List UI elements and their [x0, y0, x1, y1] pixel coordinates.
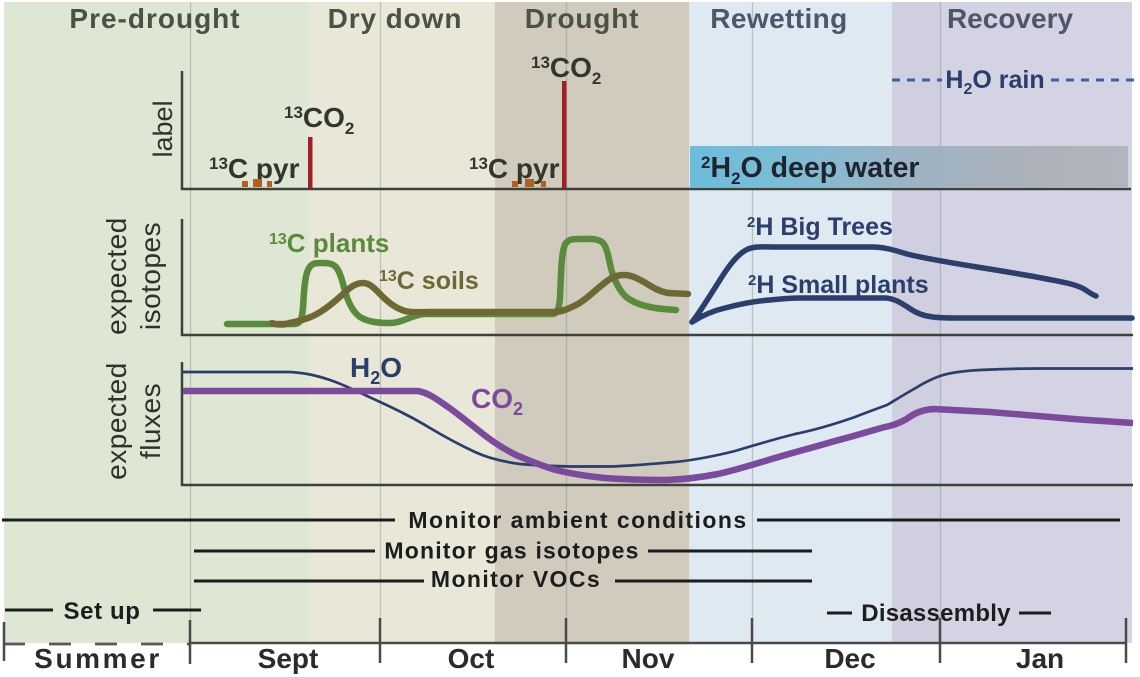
svg-text:Pre-drought: Pre-drought: [69, 3, 240, 34]
svg-text:2H Small plants: 2H Small plants: [748, 271, 929, 299]
svg-text:13CO2: 13CO2: [531, 52, 601, 88]
svg-text:Sept: Sept: [258, 643, 319, 674]
svg-text:13C pyr: 13C pyr: [469, 153, 560, 184]
svg-text:Dry down: Dry down: [328, 3, 463, 34]
svg-text:H2O rain: H2O rain: [945, 66, 1044, 98]
svg-text:Jan: Jan: [1016, 643, 1064, 674]
svg-text:label: label: [148, 100, 178, 157]
svg-text:Rewetting: Rewetting: [710, 3, 847, 34]
svg-text:13C pyr: 13C pyr: [209, 153, 300, 184]
svg-text:Summer: Summer: [34, 643, 162, 674]
svg-text:Monitor ambient conditions: Monitor ambient conditions: [408, 507, 747, 533]
svg-text:13C plants: 13C plants: [269, 228, 389, 258]
svg-text:Recovery: Recovery: [947, 3, 1074, 34]
svg-text:expected: expected: [101, 217, 132, 335]
svg-text:Monitor gas isotopes: Monitor gas isotopes: [384, 538, 639, 564]
svg-text:2H Big Trees: 2H Big Trees: [747, 213, 893, 241]
svg-text:2H2O deep water: 2H2O deep water: [701, 152, 920, 188]
svg-text:fluxes: fluxes: [135, 383, 166, 459]
svg-text:expected: expected: [101, 362, 132, 480]
svg-text:Nov: Nov: [622, 643, 675, 674]
svg-text:13CO2: 13CO2: [284, 102, 354, 138]
svg-text:13C soils: 13C soils: [379, 267, 479, 295]
svg-text:Dec: Dec: [824, 643, 875, 674]
svg-text:isotopes: isotopes: [135, 222, 166, 330]
svg-text:Set up: Set up: [64, 598, 141, 625]
svg-text:Drought: Drought: [525, 3, 639, 34]
svg-text:Monitor VOCs: Monitor VOCs: [431, 566, 601, 592]
svg-text:Oct: Oct: [448, 643, 495, 674]
svg-text:Disassembly: Disassembly: [861, 600, 1011, 627]
